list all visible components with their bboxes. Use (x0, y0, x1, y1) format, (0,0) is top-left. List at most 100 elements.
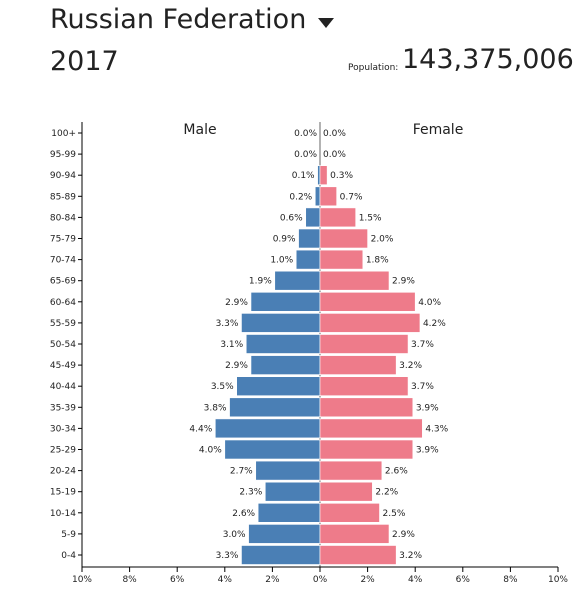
female-bar (319, 439, 414, 460)
x-tick-label: 4% (408, 575, 423, 585)
y-tick-label: 100+ (51, 129, 76, 139)
male-value-label: 3.8% (204, 403, 227, 413)
male-bar (241, 313, 321, 333)
male-value-label: 3.3% (216, 319, 239, 329)
male-legend-label: Male (183, 122, 216, 138)
male-value-label: 0.9% (273, 235, 296, 245)
x-tick-label: 8% (503, 575, 518, 585)
y-tick-label: 45-49 (50, 361, 76, 371)
female-bar (319, 313, 421, 333)
male-bar (257, 502, 321, 523)
x-tick-label: 6% (456, 575, 471, 585)
male-bar (224, 439, 321, 460)
male-value-label: 3.3% (216, 551, 239, 561)
y-tick-label: 75-79 (50, 235, 76, 245)
male-value-label: 0.0% (294, 129, 317, 139)
male-bar (245, 334, 321, 354)
male-value-label: 4.0% (199, 446, 222, 456)
female-value-label: 4.2% (423, 319, 446, 329)
female-bar (319, 186, 337, 207)
y-tick-label: 95-99 (50, 150, 76, 160)
female-value-label: 4.3% (425, 424, 448, 434)
y-tick-label: 90-94 (50, 171, 76, 181)
x-tick-label: 10% (548, 575, 568, 585)
x-tick-label: 10% (72, 575, 92, 585)
female-value-label: 2.0% (371, 235, 394, 245)
y-tick-label: 0-4 (61, 551, 76, 561)
female-value-label: 1.5% (359, 213, 382, 223)
male-bar (214, 418, 321, 439)
male-value-label: 1.0% (270, 256, 293, 266)
female-bar (319, 418, 423, 439)
female-bar (319, 502, 380, 523)
male-bar (241, 545, 321, 565)
female-bar (319, 207, 357, 228)
x-tick-label: 0% (313, 575, 328, 585)
female-bar (319, 545, 397, 565)
female-value-label: 2.9% (392, 277, 415, 287)
x-tick-label: 4% (218, 575, 233, 585)
female-bar (319, 524, 390, 544)
y-tick-label: 50-54 (50, 340, 76, 350)
y-tick-label: 15-19 (50, 488, 76, 498)
male-value-label: 3.5% (211, 382, 234, 392)
x-tick-label: 2% (360, 575, 375, 585)
y-tick-label: 70-74 (50, 256, 76, 266)
male-bar (298, 228, 321, 249)
male-bar (255, 460, 321, 481)
female-value-label: 3.7% (411, 340, 434, 350)
male-value-label: 4.4% (189, 424, 212, 434)
y-tick-label: 25-29 (50, 446, 76, 456)
y-tick-label: 55-59 (50, 319, 76, 329)
male-value-label: 2.9% (225, 361, 248, 371)
male-bar (250, 291, 321, 312)
y-tick-label: 80-84 (50, 213, 76, 223)
male-bar (250, 355, 321, 375)
female-bar (319, 334, 409, 354)
female-value-label: 3.2% (399, 361, 422, 371)
male-value-label: 3.1% (220, 340, 243, 350)
male-value-label: 2.9% (225, 298, 248, 308)
male-value-label: 1.9% (249, 277, 272, 287)
male-bar (248, 524, 321, 544)
x-tick-label: 6% (170, 575, 185, 585)
country-selector[interactable]: Russian Federation (50, 4, 335, 35)
x-tick-label: 2% (265, 575, 280, 585)
female-value-label: 0.0% (323, 150, 346, 160)
female-value-label: 3.7% (411, 382, 434, 392)
y-tick-label: 85-89 (50, 192, 76, 202)
female-value-label: 2.9% (392, 530, 415, 540)
y-tick-label: 35-39 (50, 403, 76, 413)
female-bar (319, 481, 373, 502)
male-bar (317, 165, 321, 185)
female-value-label: 3.9% (416, 403, 439, 413)
female-bar (319, 249, 364, 270)
male-bar (236, 376, 321, 397)
male-value-label: 2.6% (232, 509, 255, 519)
male-bar (295, 249, 321, 270)
y-tick-label: 20-24 (50, 467, 76, 477)
female-value-label: 0.0% (323, 129, 346, 139)
chevron-down-icon[interactable] (318, 17, 335, 28)
female-bar (319, 397, 414, 418)
population-value: 143,375,006 (402, 44, 574, 75)
year-label: 2017 (50, 46, 119, 77)
female-value-label: 0.3% (330, 171, 353, 181)
female-value-label: 2.2% (375, 488, 398, 498)
female-value-label: 3.9% (416, 446, 439, 456)
female-legend-label: Female (413, 122, 464, 138)
male-value-label: 0.0% (294, 150, 317, 160)
y-tick-label: 60-64 (50, 298, 76, 308)
male-value-label: 0.1% (292, 171, 315, 181)
x-tick-label: 8% (122, 575, 137, 585)
male-bar (274, 270, 321, 291)
country-name: Russian Federation (50, 4, 307, 35)
female-value-label: 2.5% (383, 509, 406, 519)
y-tick-label: 65-69 (50, 277, 76, 287)
male-value-label: 2.7% (230, 467, 253, 477)
y-tick-label: 30-34 (50, 424, 76, 434)
male-value-label: 3.0% (223, 530, 246, 540)
male-bar (264, 481, 321, 502)
female-bar (319, 355, 397, 375)
y-tick-label: 40-44 (50, 382, 76, 392)
